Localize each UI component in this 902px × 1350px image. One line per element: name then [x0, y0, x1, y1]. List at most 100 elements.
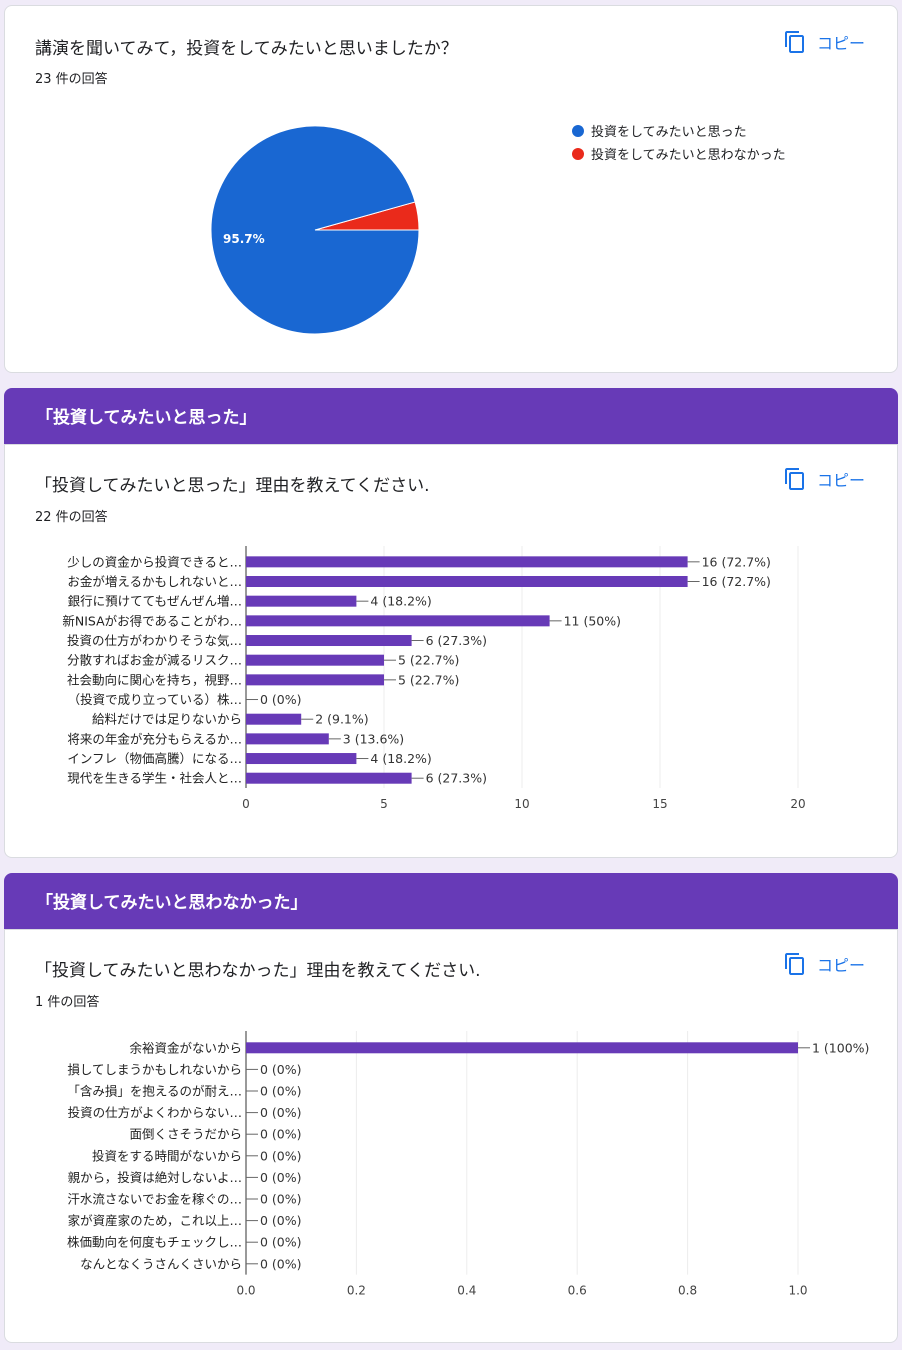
- question-title: 「投資してみたいと思わなかった」理由を教えてください.: [35, 961, 481, 981]
- category-label: 少しの資金から投資できると…: [67, 554, 242, 569]
- category-label: 投資の仕方がわかりそうな気…: [67, 633, 242, 648]
- bar-value-label: 4 (18.2%): [370, 594, 431, 609]
- bar-chart-1: 0 5 10 15 20 少しの資金から投資できると… 16 (72.7%) お金が増えるかも…: [62, 546, 806, 811]
- bar-value-label: 6 (27.3%): [426, 771, 487, 786]
- bar-value-label: 5 (22.7%): [398, 653, 459, 668]
- x-tick-label: 1.0: [788, 1284, 807, 1298]
- category-label: 新NISAがお得であることがわ…: [62, 613, 242, 628]
- bar: [246, 615, 550, 627]
- bar-value-label: 0 (0%): [260, 1192, 302, 1207]
- copy-label: コピー: [816, 34, 865, 53]
- x-tick-label: 0.6: [568, 1284, 587, 1298]
- category-label: 現代を生きる学生・社会人と…: [67, 771, 242, 786]
- bar: [246, 556, 688, 568]
- copy-button[interactable]: コピー: [783, 30, 865, 54]
- section-title: 「投資してみたいと思った」: [36, 408, 257, 428]
- section-header-2: 「投資してみたいと思った」: [4, 388, 898, 444]
- bar-chart-2: 0.0 0.2 0.4 0.6 0.8 1.0 余裕資金がないから 1 (100%) 損してしま…: [67, 1031, 869, 1298]
- bar-value-label: 5 (22.7%): [398, 672, 459, 687]
- response-count: 22 件の回答: [35, 510, 108, 525]
- x-tick-label: 0: [242, 797, 250, 811]
- category-label: 株価動向を何度もチェックし…: [67, 1235, 242, 1250]
- x-tick-label: 20: [790, 797, 805, 811]
- bar: [246, 595, 357, 607]
- bar-value-label: 2 (9.1%): [315, 712, 368, 727]
- bar: [246, 635, 412, 647]
- category-label: 分散すればお金が減るリスク…: [67, 653, 242, 668]
- copy-icon: [784, 953, 804, 975]
- category-label: 損してしまうかもしれないから: [67, 1062, 242, 1077]
- pie-slice-label: 95.7%: [223, 232, 265, 246]
- category-label: 親から，投資は絶対しないよ…: [68, 1170, 242, 1185]
- question-card-2: 「投資してみたいと思った」理由を教えてください. 22 件の回答 コピー 0 5 1…: [4, 444, 898, 858]
- bar: [246, 654, 384, 666]
- bar-value-label: 1 (100%): [812, 1040, 869, 1055]
- category-label: 汗水流さないでお金を稼ぐの…: [67, 1192, 242, 1207]
- bar: [246, 753, 357, 765]
- category-label: 「含み損」を抱えるのが耐え…: [67, 1084, 242, 1099]
- category-label: 余裕資金がないから: [129, 1040, 242, 1055]
- category-label: なんとなくうさんくさいから: [80, 1256, 242, 1271]
- copy-label: コピー: [816, 471, 865, 490]
- bar-value-label: 16 (72.7%): [702, 574, 771, 589]
- question-card-1: 講演を聞いてみて，投資をしてみたいと思いましたか？ 23 件の回答 コピー 95…: [4, 5, 898, 373]
- category-label: 給料だけでは足りないから: [92, 712, 242, 727]
- bar-value-label: 6 (27.3%): [426, 633, 487, 648]
- question-title: 講演を聞いてみて，投資をしてみたいと思いましたか？: [35, 39, 458, 59]
- bar-value-label: 0 (0%): [260, 1105, 302, 1120]
- bar-value-label: 0 (0%): [260, 1213, 302, 1228]
- category-label: 家が資産家のため，これ以上…: [68, 1213, 242, 1228]
- category-label: 銀行に預けててもぜんぜん増…: [68, 594, 242, 609]
- category-label: インフレ（物価高騰）になる…: [67, 751, 242, 766]
- bar-value-label: 4 (18.2%): [370, 751, 431, 766]
- category-label: （投資で成り立っている）株…: [68, 692, 242, 707]
- category-label: 面倒くさそうだから: [129, 1127, 242, 1142]
- question-card-3: 「投資してみたいと思わなかった」理由を教えてください. 1 件の回答 コピー 0…: [4, 929, 898, 1343]
- bar-value-label: 0 (0%): [260, 1148, 302, 1163]
- bar-value-label: 11 (50%): [564, 613, 621, 628]
- category-label: お金が増えるかもしれないと…: [67, 574, 242, 589]
- x-tick-label: 0.4: [457, 1284, 476, 1298]
- legend-marker: [572, 125, 584, 137]
- x-tick-label: 0.2: [347, 1284, 366, 1298]
- copy-label: コピー: [816, 956, 865, 975]
- bar-value-label: 3 (13.6%): [343, 731, 404, 746]
- bar-value-label: 0 (0%): [260, 1235, 302, 1250]
- x-tick-label: 15: [652, 797, 667, 811]
- legend-label: 投資をしてみたいと思わなかった: [591, 147, 786, 163]
- bar-value-label: 0 (0%): [260, 1127, 302, 1142]
- bar: [246, 713, 302, 725]
- bar-value-label: 0 (0%): [260, 1256, 302, 1271]
- section-header-3: 「投資してみたいと思わなかった」: [4, 873, 898, 929]
- category-label: 投資の仕方がよくわからない…: [68, 1105, 242, 1120]
- x-tick-label: 5: [380, 797, 388, 811]
- bar: [246, 772, 412, 784]
- bar: [246, 1042, 798, 1054]
- response-count: 1 件の回答: [35, 995, 100, 1010]
- legend-label: 投資をしてみたいと思った: [591, 124, 747, 140]
- section-title: 「投資してみたいと思わなかった」: [36, 893, 308, 913]
- question-title: 「投資してみたいと思った」理由を教えてください.: [35, 476, 430, 496]
- bar-value-label: 0 (0%): [260, 1062, 302, 1077]
- legend-marker: [572, 148, 584, 160]
- x-tick-label: 10: [514, 797, 529, 811]
- copy-icon: [784, 31, 804, 53]
- category-label: 投資をする時間がないから: [92, 1148, 242, 1163]
- bar-value-label: 0 (0%): [260, 1170, 302, 1185]
- pie-slice: [210, 125, 420, 335]
- copy-icon: [784, 468, 804, 490]
- copy-button[interactable]: コピー: [783, 952, 865, 976]
- bar: [246, 674, 384, 686]
- x-tick-label: 0.0: [236, 1284, 255, 1298]
- x-tick-label: 0.8: [678, 1284, 697, 1298]
- bar-value-label: 0 (0%): [260, 692, 302, 707]
- category-label: 社会動向に関心を持ち，視野…: [67, 672, 242, 687]
- category-label: 将来の年金が充分もらえるか…: [67, 731, 242, 746]
- bar-value-label: 16 (72.7%): [702, 554, 771, 569]
- bar: [246, 576, 688, 588]
- bar-value-label: 0 (0%): [260, 1084, 302, 1099]
- copy-button[interactable]: コピー: [783, 467, 865, 491]
- bar: [246, 733, 329, 745]
- response-count: 23 件の回答: [35, 72, 108, 87]
